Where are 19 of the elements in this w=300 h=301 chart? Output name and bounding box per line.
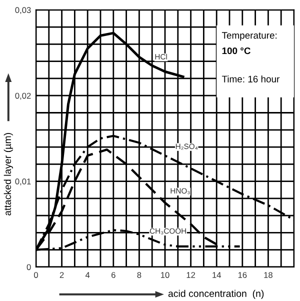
annotation: Temperature: xyxy=(222,32,277,41)
x-tick-label: 16 xyxy=(238,272,247,278)
x-tick-label: 2 xyxy=(60,272,64,278)
x-tick-label: 8 xyxy=(137,272,142,278)
y-axis-title: attacked layer (µm) xyxy=(4,133,13,216)
x-tick-label: 0 xyxy=(34,272,38,278)
y-tick-label: 0,03 xyxy=(15,7,31,14)
x-tick-label: 4 xyxy=(85,272,90,278)
annotation: 100 °C xyxy=(222,47,250,54)
y-tick-label: 0,02 xyxy=(15,92,31,100)
x-tick-label: 14 xyxy=(212,272,221,278)
y-tick-label: 0,01 xyxy=(15,178,31,186)
x-tick-label: 6 xyxy=(112,272,116,278)
x-tick-label: 10 xyxy=(161,272,170,278)
y-tick-label: 0 xyxy=(26,264,31,270)
x-axis-title: acid concentration (n) xyxy=(168,290,264,299)
x-tick-label: 12 xyxy=(186,272,196,278)
x-tick-label: 18 xyxy=(264,272,272,278)
annotation: Time: 16 hour xyxy=(222,75,280,82)
